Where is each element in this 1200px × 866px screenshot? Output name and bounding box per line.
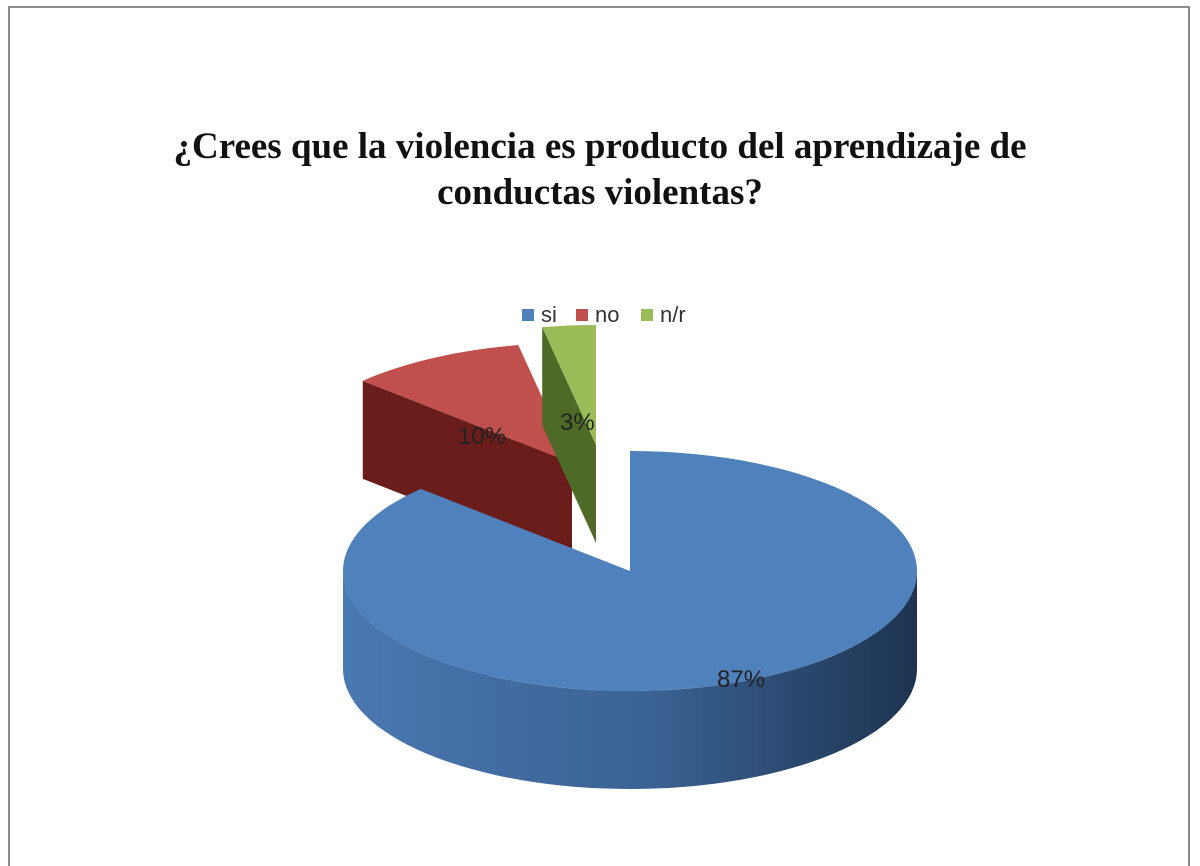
chart-title-line-1: ¿Crees que la violencia es producto del … — [173, 126, 1027, 167]
slice-no-side — [362, 380, 572, 561]
slice-si — [342, 451, 917, 789]
slice-si-side — [343, 571, 917, 789]
legend-swatch-nr — [641, 309, 653, 321]
legend-swatch-si — [522, 309, 534, 321]
legend: si no n/r — [522, 302, 686, 327]
slice-nr-top — [542, 325, 596, 445]
data-label-no: 10% — [458, 423, 506, 450]
slice-nr-side — [542, 327, 596, 543]
slice-si-top — [342, 451, 917, 692]
slice-no-top — [362, 345, 572, 463]
pie-slices — [342, 325, 917, 789]
data-label-nr: 3% — [560, 409, 595, 436]
legend-swatch-no — [576, 309, 588, 321]
legend-label-si: si — [541, 302, 557, 327]
legend-label-no: no — [595, 302, 619, 327]
chart-title-line-2: conductas violentas? — [437, 172, 763, 213]
legend-label-nr: n/r — [660, 302, 686, 327]
data-label-si: 87% — [717, 666, 765, 693]
chart-title: ¿Crees que la violencia es producto del … — [0, 124, 1200, 216]
slice-nr — [542, 325, 596, 543]
slice-no — [362, 345, 572, 561]
